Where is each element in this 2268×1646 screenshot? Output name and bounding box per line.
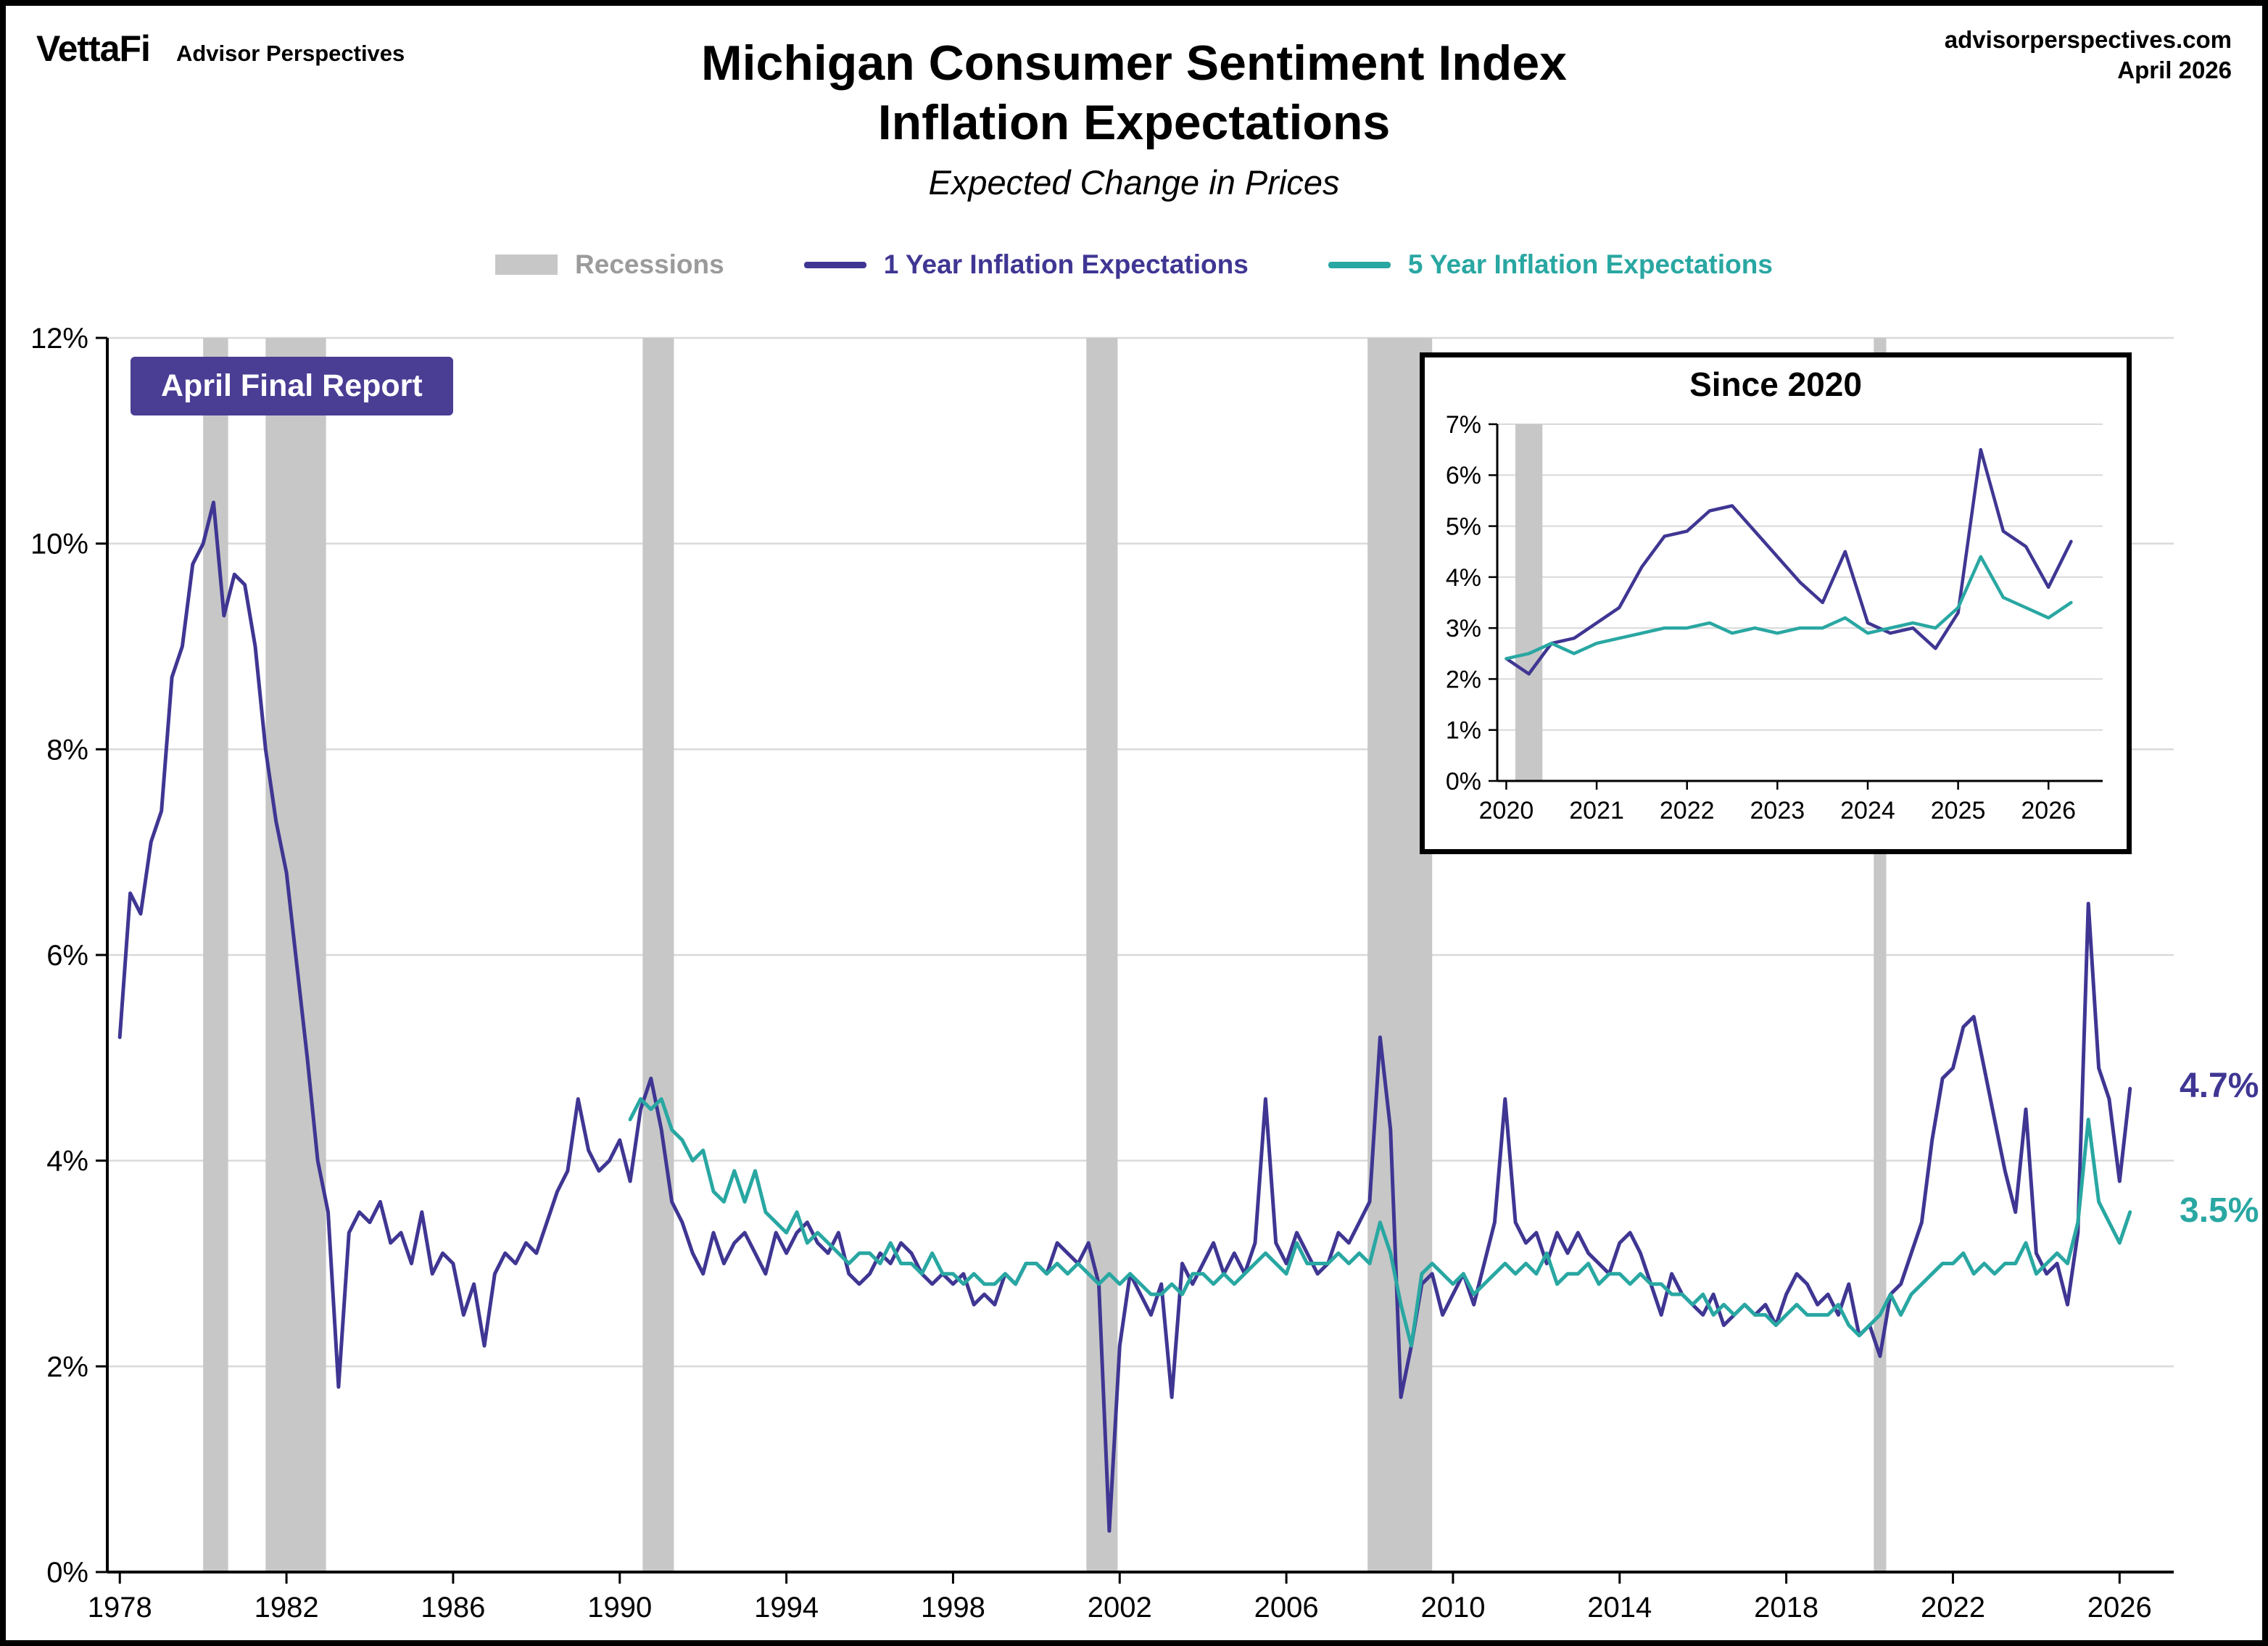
title-block: Michigan Consumer Sentiment Index Inflat… [6, 33, 2262, 202]
five-year-line-swatch [1328, 261, 1391, 268]
x-tick-label: 1986 [421, 1592, 485, 1624]
report-badge: April Final Report [131, 357, 453, 415]
x-tick-label: 2014 [1587, 1592, 1652, 1624]
x-tick-label: 2006 [1254, 1592, 1319, 1624]
inset-chart: 2020 2021 2022 2023 2024 2025 2026 0% 1% 2% 3% 4% 5%… [1446, 411, 2103, 824]
y-tick-label: 0% [46, 1557, 88, 1589]
report-date: April 2026 [2117, 57, 2232, 83]
x-tick-label: 2026 [2087, 1592, 2152, 1624]
recession-swatch [495, 255, 558, 275]
y-tick-label: 7% [1446, 411, 1481, 439]
legend-item-5-year: 5 Year Inflation Expectations [1328, 249, 1773, 280]
x-tick-label: 2018 [1754, 1592, 1818, 1624]
x-tick-label: 2022 [1660, 797, 1715, 824]
y-tick-label: 6% [46, 940, 88, 972]
main-chart: 1978 1982 1986 1990 1994 1998 2002 2006 2010 2014… [30, 323, 2174, 1624]
x-tick-label: 1982 [254, 1592, 319, 1624]
vettafi-logo: VettaFi [36, 28, 151, 69]
x-tick-label: 1978 [88, 1592, 152, 1624]
x-tick-label: 2026 [2021, 797, 2076, 824]
x-tick-label: 2010 [1420, 1592, 1485, 1624]
x-tick-label: 2021 [1569, 797, 1624, 824]
x-tick-label: 1998 [921, 1592, 985, 1624]
y-tick-label: 3% [1446, 615, 1481, 642]
y-tick-label: 12% [30, 323, 88, 355]
legend: Recessions 1 Year Inflation Expectations… [6, 249, 2262, 280]
legend-label-1-year: 1 Year Inflation Expectations [883, 249, 1249, 279]
y-tick-label: 2% [46, 1351, 88, 1383]
chart-subtitle: Expected Change in Prices [928, 163, 1340, 202]
x-tick-label: 2023 [1750, 797, 1805, 824]
1-year-inflation-expectations-line [1505, 447, 2073, 676]
recession-band [642, 338, 674, 1572]
source-url: advisorperspectives.com [1944, 26, 2232, 53]
y-tick-label: 10% [30, 529, 88, 561]
legend-label-5-year: 5 Year Inflation Expectations [1407, 249, 1773, 279]
five-year-end-label: 3.5% [2180, 1191, 2259, 1230]
inset-title: Since 2020 [1689, 365, 1862, 403]
inset-chart-box: Since 2020 2020 2021 2022 2023 2024 2025 2026 0… [1420, 352, 2132, 854]
chart-title-line2: Inflation Expectations [877, 95, 1391, 150]
chart-title-line1: Michigan Consumer Sentiment Index [701, 36, 1567, 91]
one-year-end-label: 4.7% [2180, 1067, 2259, 1105]
y-tick-label: 4% [46, 1146, 88, 1178]
x-tick-label: 1994 [754, 1592, 819, 1624]
x-tick-label: 2022 [1921, 1592, 1985, 1624]
legend-label-recessions: Recessions [575, 249, 724, 279]
5-year-inflation-expectations-line [628, 1097, 2132, 1348]
legend-item-1-year: 1 Year Inflation Expectations [803, 249, 1249, 280]
one-year-line-swatch [803, 261, 866, 268]
logo-subtitle: Advisor Perspectives [175, 41, 405, 66]
logo-block: VettaFi Advisor Perspectives [36, 28, 405, 70]
x-tick-label: 1990 [587, 1592, 652, 1624]
1-year-inflation-expectations-line [117, 500, 2132, 1533]
recession-band [1515, 424, 1543, 781]
y-tick-label: 4% [1446, 564, 1481, 592]
legend-item-recessions: Recessions [495, 249, 724, 280]
y-tick-label: 6% [1446, 462, 1481, 489]
x-tick-label: 2020 [1479, 797, 1534, 824]
y-tick-label: 2% [1446, 666, 1481, 693]
y-tick-label: 1% [1446, 717, 1481, 745]
5-year-inflation-expectations-line [1505, 555, 2073, 661]
x-tick-label: 2002 [1088, 1592, 1152, 1624]
source-block: advisorperspectives.com April 2026 [1945, 25, 2232, 86]
y-tick-label: 8% [46, 734, 88, 766]
x-tick-label: 2025 [1931, 797, 1986, 824]
x-tick-label: 2024 [1840, 797, 1895, 824]
y-tick-label: 5% [1446, 513, 1481, 540]
y-tick-label: 0% [1446, 768, 1481, 795]
